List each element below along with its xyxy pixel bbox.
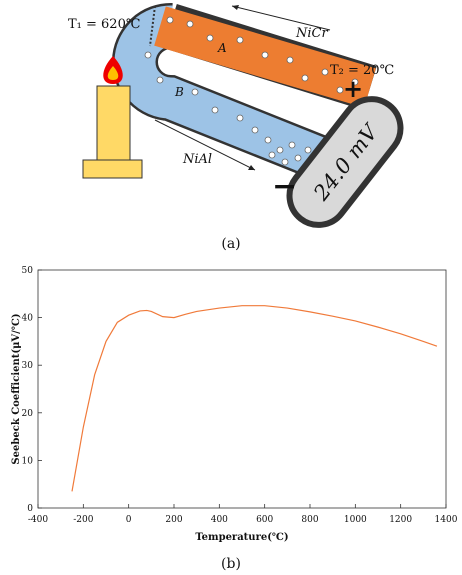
- plot-frame: [37, 269, 447, 509]
- chart: -400 -200 0 200 400 600 800 1000 1200 1400 0 10 20 30…: [11, 266, 458, 572]
- wire-a-label: A: [217, 41, 227, 55]
- x-tick-label: -200: [73, 515, 93, 525]
- nicr-label: NiCr: [295, 26, 328, 41]
- arrow-nial: [154, 119, 256, 171]
- t2-label: T₂ = 20℃: [330, 63, 394, 78]
- nial-label: NiAl: [182, 152, 212, 167]
- y-tick-label: 20: [22, 409, 34, 419]
- flame-core: [107, 66, 119, 80]
- electrons: [144, 16, 359, 170]
- x-tick-label: 400: [211, 515, 228, 525]
- x-tick-label: 1200: [389, 515, 412, 525]
- arrow-head: [232, 5, 239, 10]
- t1-label: T₁ = 620℃: [68, 17, 140, 32]
- x-tick-label: 1000: [344, 515, 367, 525]
- plus-sign: +: [343, 74, 363, 103]
- wire-b-label: B: [174, 85, 184, 99]
- y-axis-label: Seebeck Coefficient(μV/℃): [11, 313, 22, 464]
- y-tick-label: 40: [22, 314, 34, 324]
- x-tick-label: 600: [256, 515, 273, 525]
- y-tick-label: 0: [27, 504, 33, 514]
- candle-base: [82, 159, 143, 179]
- wire-b: [114, 5, 338, 182]
- y-tick-label: 30: [22, 361, 34, 371]
- meter-body: [286, 96, 404, 228]
- data-line: [71, 305, 438, 492]
- minus-sign: −: [272, 169, 297, 204]
- y-tick-label: 10: [22, 456, 34, 466]
- x-tick-label: 200: [165, 515, 182, 525]
- y-tick-label: 50: [22, 266, 34, 276]
- candle: [96, 85, 131, 161]
- caption-b: (b): [221, 556, 241, 572]
- thermocouple-diagram: 24.0 mV T₁ = 620℃ A NiCr T₂ = 20℃ + B Ni…: [68, 3, 404, 252]
- x-tick-label: 800: [301, 515, 318, 525]
- arrow-nicr: [231, 5, 331, 31]
- x-axis-label: Temperature(℃): [195, 532, 288, 543]
- x-tick-label: 1400: [435, 515, 458, 525]
- x-tick-label: -400: [28, 515, 48, 525]
- arrow-head: [248, 165, 255, 170]
- caption-a: (a): [221, 236, 240, 252]
- junction: [149, 5, 156, 47]
- x-tick-label: 0: [126, 515, 132, 525]
